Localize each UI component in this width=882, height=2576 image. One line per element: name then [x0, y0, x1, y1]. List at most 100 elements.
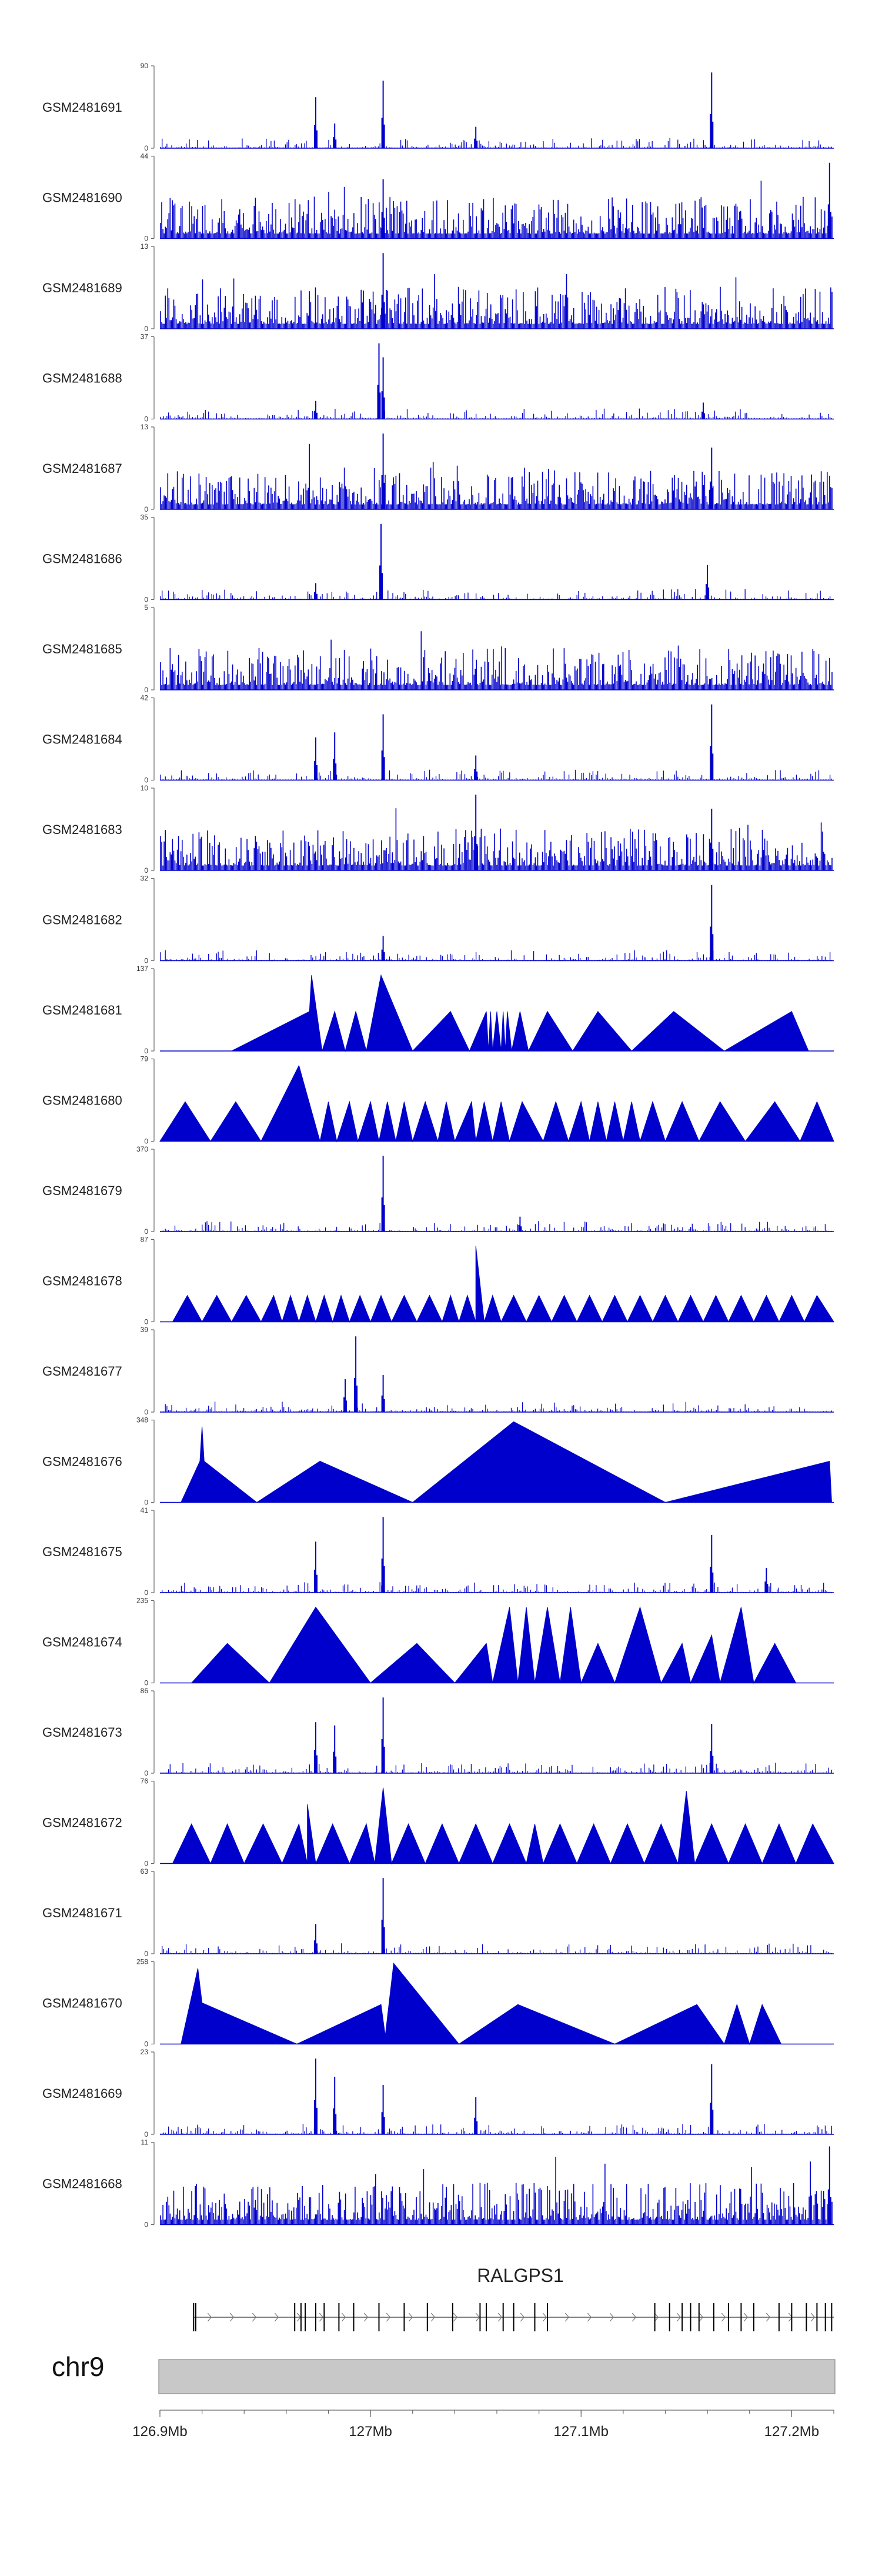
track-ymax-label: 11: [141, 2138, 149, 2147]
track-ymin-label: 0: [144, 1318, 148, 1326]
coverage-track: GSM2481688 37 0: [42, 333, 834, 423]
gene-name-label: RALGPS1: [477, 2265, 564, 2286]
track-sample-label: GSM2481691: [42, 100, 122, 115]
track-peak: [381, 1156, 522, 1232]
track-ymax-label: 10: [141, 784, 149, 792]
track-peak: [314, 72, 714, 148]
track-ymin-label: 0: [144, 505, 148, 513]
track-signal-bars: [160, 769, 832, 780]
track-peak: [314, 1878, 385, 1954]
track-signal-bars: [160, 1763, 832, 1773]
track-peak: [314, 1697, 714, 1773]
track-ymax-label: 42: [141, 694, 149, 702]
track-peak: [314, 704, 714, 780]
chromosome-label: chr9: [52, 2351, 104, 2382]
track-peak: [314, 2058, 714, 2134]
track-signal-bars: [160, 631, 833, 690]
track-peak: [381, 253, 385, 329]
coverage-track: GSM2481691 90 0: [42, 62, 834, 152]
track-ymin-label: 0: [144, 776, 148, 785]
genomic-coordinate-axis: 126.9Mb 127Mb 127.1Mb 127.2Mb: [132, 2410, 834, 2440]
track-ymax-label: 39: [141, 1326, 149, 1334]
coordinate-tick-label: 127Mb: [349, 2424, 392, 2440]
track-signal-area: [191, 1606, 797, 1684]
track-ymin-label: 0: [144, 1499, 148, 1507]
track-signal-bars: [160, 138, 832, 148]
track-ymax-label: 87: [141, 1236, 149, 1244]
track-signal-bars: [160, 273, 833, 329]
coordinate-tick-label: 126.9Mb: [132, 2424, 187, 2440]
track-signal-area: [181, 1421, 832, 1503]
coverage-track: GSM2481674 235 0: [42, 1597, 834, 1687]
coverage-track: GSM2481681 137 0: [42, 965, 834, 1055]
track-ymin-label: 0: [144, 2130, 148, 2138]
track-sample-label: GSM2481684: [42, 732, 122, 747]
track-ymin-label: 0: [144, 866, 148, 875]
track-sample-label: GSM2481668: [42, 2177, 122, 2191]
track-ymin-label: 0: [144, 1769, 148, 1777]
track-sample-label: GSM2481687: [42, 461, 122, 476]
track-ymax-label: 137: [136, 965, 148, 973]
track-sample-label: GSM2481686: [42, 552, 122, 566]
track-peak: [381, 433, 714, 509]
track-sample-label: GSM2481675: [42, 1544, 122, 1559]
track-signal-area: [172, 1246, 834, 1323]
gene-exon: [193, 2303, 833, 2331]
track-signal-bars: [160, 2124, 832, 2134]
track-ymax-label: 258: [136, 1958, 148, 1966]
track-ymin-label: 0: [144, 1047, 148, 1055]
gene-strand-chevrons: [207, 2313, 816, 2322]
track-signal-area: [172, 1787, 834, 1865]
track-peak: [381, 885, 714, 961]
track-sample-label: GSM2481672: [42, 1816, 122, 1830]
track-ymin-label: 0: [144, 1860, 148, 1868]
track-ymin-label: 0: [144, 2040, 148, 2048]
track-ymin-label: 0: [144, 686, 148, 694]
track-ymax-label: 90: [141, 62, 149, 70]
track-ymin-label: 0: [144, 235, 148, 243]
track-ymin-label: 0: [144, 1408, 148, 1416]
track-sample-label: GSM2481689: [42, 281, 122, 295]
track-sample-label: GSM2481690: [42, 191, 122, 205]
track-ymax-label: 37: [141, 333, 149, 341]
coverage-track: GSM2481669 23 0: [42, 2048, 834, 2138]
track-ymin-label: 0: [144, 957, 148, 965]
coverage-track: GSM2481684 42 0: [42, 694, 834, 785]
track-ymin-label: 0: [144, 596, 148, 604]
track-peak: [381, 162, 831, 239]
track-signal-area: [159, 1065, 834, 1143]
coverage-track: GSM2481680 79 0: [42, 1055, 834, 1146]
track-ymax-label: 23: [141, 2048, 149, 2056]
track-sample-label: GSM2481685: [42, 642, 122, 656]
track-peak: [343, 1336, 385, 1412]
track-sample-label: GSM2481674: [42, 1635, 122, 1650]
coverage-track: GSM2481686 35 0: [42, 513, 834, 604]
track-ymax-label: 44: [141, 152, 149, 161]
track-ymax-label: 35: [141, 513, 149, 522]
track-sample-label: GSM2481680: [42, 1093, 122, 1108]
track-ymax-label: 41: [141, 1506, 149, 1514]
track-sample-label: GSM2481681: [42, 1003, 122, 1017]
coverage-track: GSM2481675 41 0: [42, 1506, 834, 1597]
track-ymax-label: 86: [141, 1687, 149, 1695]
coverage-track: GSM2481685 5 0: [42, 603, 834, 694]
coverage-track: GSM2481670 258 0: [42, 1958, 834, 2048]
track-signal-bars: [160, 1582, 832, 1593]
track-ymax-label: 13: [141, 423, 149, 431]
track-signal-bars: [160, 443, 833, 509]
coverage-track: GSM2481671 63 0: [42, 1867, 834, 1958]
track-sample-label: GSM2481683: [42, 822, 122, 837]
track-ymin-label: 0: [144, 144, 148, 152]
coverage-track: GSM2481668 11 0: [42, 2138, 834, 2229]
coverage-track: GSM2481682 32 0: [42, 875, 834, 965]
coordinate-tick-label: 127.1Mb: [554, 2424, 609, 2440]
coverage-track: GSM2481683 10 0: [42, 784, 834, 875]
gene-track: RALGPS1: [193, 2265, 834, 2331]
gene-structure: [193, 2303, 834, 2331]
track-signal-bars: [160, 1402, 832, 1412]
track-ymax-label: 348: [136, 1416, 148, 1424]
track-ymax-label: 32: [141, 875, 149, 883]
track-signal-bars: [160, 589, 832, 600]
track-peak: [314, 1517, 769, 1593]
